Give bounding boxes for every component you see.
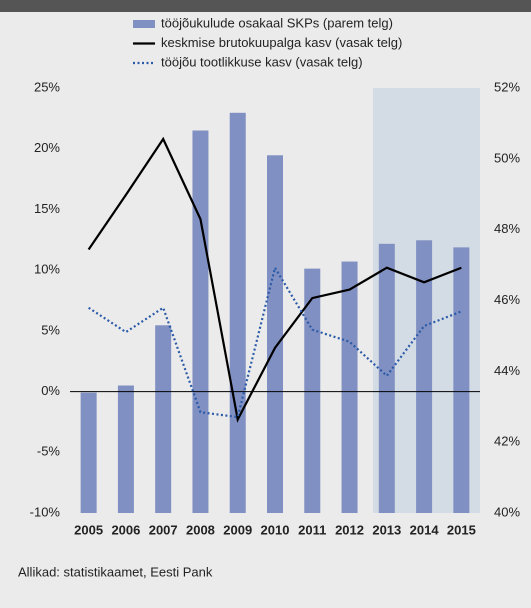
bar xyxy=(416,240,433,513)
legend-swatch xyxy=(133,20,155,28)
bar xyxy=(304,268,321,513)
bar xyxy=(378,243,395,514)
y2-tick-label: 52% xyxy=(494,79,520,94)
source: Allikad: statistikaamet, Eesti Pank xyxy=(18,564,213,579)
legend-label: tööjõukulude osakaal SKPs (parem telg) xyxy=(161,15,393,30)
x-tick-label: 2013 xyxy=(372,522,401,537)
x-tick-label: 2009 xyxy=(223,522,252,537)
legend-label: keskmise brutokuupalga kasv (vasak telg) xyxy=(161,35,402,50)
bar xyxy=(267,155,283,513)
y2-tick-label: 48% xyxy=(494,221,520,236)
y2-tick-label: 42% xyxy=(494,434,520,449)
x-tick-label: 2005 xyxy=(74,522,103,537)
bar xyxy=(80,392,97,513)
y-tick-label: -5% xyxy=(37,444,61,459)
y2-tick-label: 50% xyxy=(494,150,520,165)
x-tick-label: 2010 xyxy=(261,522,290,537)
x-tick-label: 2015 xyxy=(447,522,476,537)
y-tick-label: 20% xyxy=(34,140,60,155)
y-tick-label: 0% xyxy=(41,383,60,398)
x-tick-label: 2008 xyxy=(186,522,215,537)
y-tick-label: 25% xyxy=(34,79,60,94)
x-tick-label: 2014 xyxy=(410,522,440,537)
bar xyxy=(155,325,172,513)
bar xyxy=(229,112,246,514)
x-tick-label: 2012 xyxy=(335,522,364,537)
bar xyxy=(192,130,209,513)
y2-tick-label: 40% xyxy=(494,504,520,519)
x-tick-label: 2007 xyxy=(149,522,178,537)
bar xyxy=(341,261,358,513)
line xyxy=(87,136,462,423)
x-tick-label: 2006 xyxy=(111,522,140,537)
bar xyxy=(117,385,134,513)
top-strip xyxy=(0,0,531,12)
y-tick-label: 15% xyxy=(34,201,60,216)
y2-tick-label: 44% xyxy=(494,363,520,378)
y-tick-label: -10% xyxy=(30,504,61,519)
bar xyxy=(453,247,470,513)
y-tick-label: 5% xyxy=(41,322,60,337)
y-tick-label: 10% xyxy=(34,262,60,277)
y2-tick-label: 46% xyxy=(494,292,520,307)
legend-label: tööjõu tootlikkuse kasv (vasak telg) xyxy=(161,54,363,69)
x-tick-label: 2011 xyxy=(298,522,326,537)
